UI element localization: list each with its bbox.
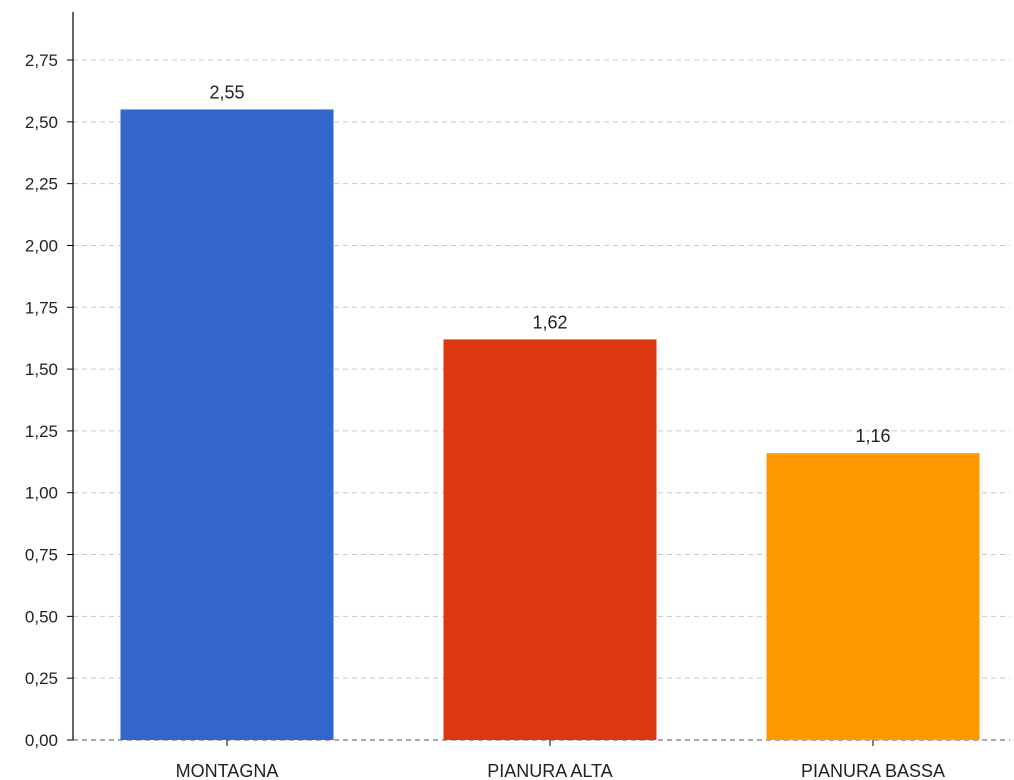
- y-tick-label: 2,50: [25, 113, 58, 132]
- x-axis-ticks: MONTAGNA PIANURA ALTA PIANURA BASSA: [176, 740, 945, 780]
- data-label: 2,55: [209, 82, 244, 102]
- x-tick-label: PIANURA ALTA: [487, 761, 612, 780]
- y-tick-label: 1,75: [25, 298, 58, 317]
- y-tick-label: 1,00: [25, 484, 58, 503]
- y-tick-label: 0,75: [25, 546, 58, 565]
- bar: [443, 339, 657, 740]
- bars: [120, 109, 980, 741]
- y-tick-label: 2,25: [25, 175, 58, 194]
- y-tick-label: 0,50: [25, 607, 58, 626]
- y-tick-label: 1,50: [25, 360, 58, 379]
- y-tick-label: 0,25: [25, 669, 58, 688]
- y-tick-label: 2,00: [25, 236, 58, 255]
- y-axis-ticks: 0,00 0,25 0,50 0,75 1,00 1,25 1,50 1,75 2,00 2,25…: [25, 51, 73, 750]
- y-tick-label: 1,25: [25, 422, 58, 441]
- bar: [120, 109, 334, 741]
- y-tick-label: 2,75: [25, 51, 58, 70]
- x-tick-label: PIANURA BASSA: [801, 761, 945, 780]
- data-labels: 2,55 1,62 1,16: [209, 82, 890, 446]
- y-tick-label: 0,00: [25, 731, 58, 750]
- data-label: 1,62: [532, 312, 567, 332]
- x-tick-label: MONTAGNA: [176, 761, 279, 780]
- data-label: 1,16: [855, 426, 890, 446]
- bar: [766, 453, 980, 740]
